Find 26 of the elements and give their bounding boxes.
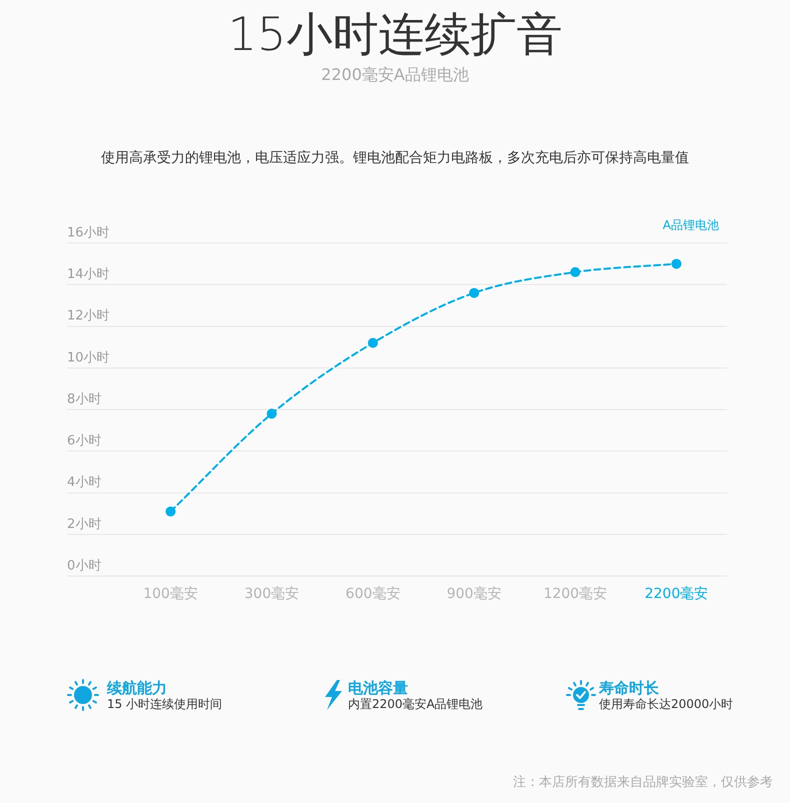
y-tick-label: 8小时 <box>67 392 102 407</box>
y-tick-label: 10小时 <box>67 350 110 366</box>
text: A品锂电池 <box>662 218 719 232</box>
text: 使用寿命长达20000小时 <box>599 696 734 712</box>
x-tick-label: 600毫安 <box>346 586 400 602</box>
x-tick-label: 300毫安 <box>244 586 300 602</box>
text: 电池容量 <box>348 679 408 697</box>
text: 使用高承受力的锂电池，电压适应力强。锂电池配合矩力电路板，多次充电后亦可保持高电量值 <box>100 149 690 168</box>
x-tick-label: 1200毫安 <box>543 586 608 602</box>
text: 15 小时连续使用时间 <box>107 696 222 712</box>
text: 内置2200毫安A品锂电池 <box>348 696 483 712</box>
x-tick-label: 100毫安 <box>143 586 198 602</box>
y-tick-label: 14小时 <box>67 267 110 282</box>
chart-title: 15小时连续扩音 <box>226 6 564 63</box>
y-tick-label: 2小时 <box>67 516 102 532</box>
y-tick-label: 6小时 <box>67 434 102 448</box>
x-tick-label: 2200毫安 <box>644 586 708 602</box>
y-tick-label: 16小时 <box>67 225 110 240</box>
x-tick-label: 900毫安 <box>446 586 502 602</box>
text: 寿命时长 <box>599 679 659 697</box>
y-tick-label: 12小时 <box>67 308 110 324</box>
y-tick-label: 0小时 <box>67 558 102 574</box>
text: 注：本店所有数据来自品牌实验室，仅供参考 <box>513 774 773 792</box>
text: 续航能力 <box>107 679 167 697</box>
y-tick-label: 4小时 <box>67 475 102 490</box>
chart-subtitle: 2200毫安A品锂电池 <box>320 64 470 86</box>
